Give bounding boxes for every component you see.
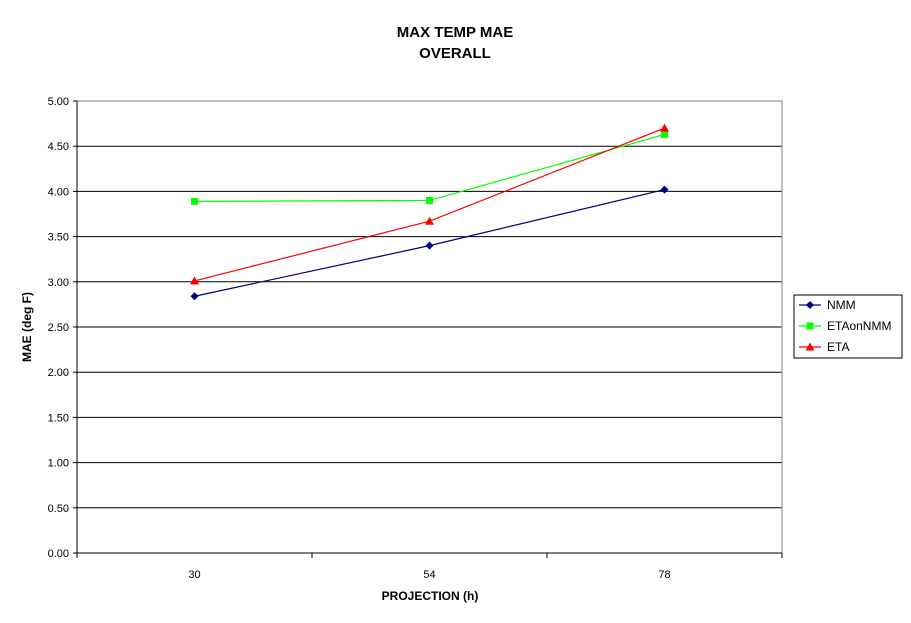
- y-tick-label: 0.50: [48, 503, 69, 515]
- data-point-nmm: [425, 241, 434, 250]
- legend-marker-eta: [805, 342, 815, 351]
- y-tick-label: 2.50: [48, 322, 69, 334]
- legend-label-etaonnmm: ETAonNMM: [827, 319, 891, 333]
- series-line-eta: [194, 127, 665, 282]
- data-point-eta: [190, 276, 199, 285]
- series-lines: [190, 123, 669, 301]
- data-point-etaonnmm: [661, 130, 668, 138]
- y-tick-label: 0.00: [48, 548, 69, 560]
- legend-marker-nmm: [806, 301, 814, 309]
- y-tick-label: 4.00: [48, 186, 69, 198]
- data-point-eta: [425, 216, 434, 225]
- data-point-nmm: [660, 185, 669, 194]
- x-tick-label: 30: [188, 569, 200, 581]
- chart-subtitle: OVERALL: [419, 45, 491, 62]
- legend-label-nmm: NMM: [827, 298, 856, 312]
- data-point-etaonnmm: [426, 196, 433, 204]
- y-tick-label: 3.50: [48, 232, 69, 244]
- y-tick-label: 1.50: [48, 412, 69, 424]
- legend-marker-etaonnmm: [806, 322, 814, 330]
- y-tick-label: 1.00: [48, 458, 69, 470]
- y-axis: 0.00 0.50 1.00 1.50 2.00 2.50 3.00 3.50 4.00 4.50…: [48, 96, 78, 560]
- y-tick-label: 2.00: [48, 367, 69, 379]
- data-point-eta: [660, 123, 669, 132]
- x-tick-label: 54: [423, 569, 435, 581]
- x-axis-title: PROJECTION (h): [382, 589, 479, 603]
- data-point-etaonnmm: [191, 197, 198, 205]
- y-tick-label: 4.50: [48, 141, 69, 153]
- x-tick-label: 78: [658, 569, 670, 581]
- y-axis-title: MAE (deg F): [20, 292, 34, 362]
- x-axis: 30 54 78: [76, 552, 783, 581]
- y-tick-label: 5.00: [48, 96, 69, 108]
- y-tick-label: 3.00: [48, 277, 69, 289]
- data-point-nmm: [190, 292, 199, 301]
- legend: NMM ETAonNMM ETA: [793, 294, 903, 359]
- legend-label-eta: ETA: [827, 340, 849, 354]
- chart-title: MAX TEMP MAE: [397, 24, 513, 41]
